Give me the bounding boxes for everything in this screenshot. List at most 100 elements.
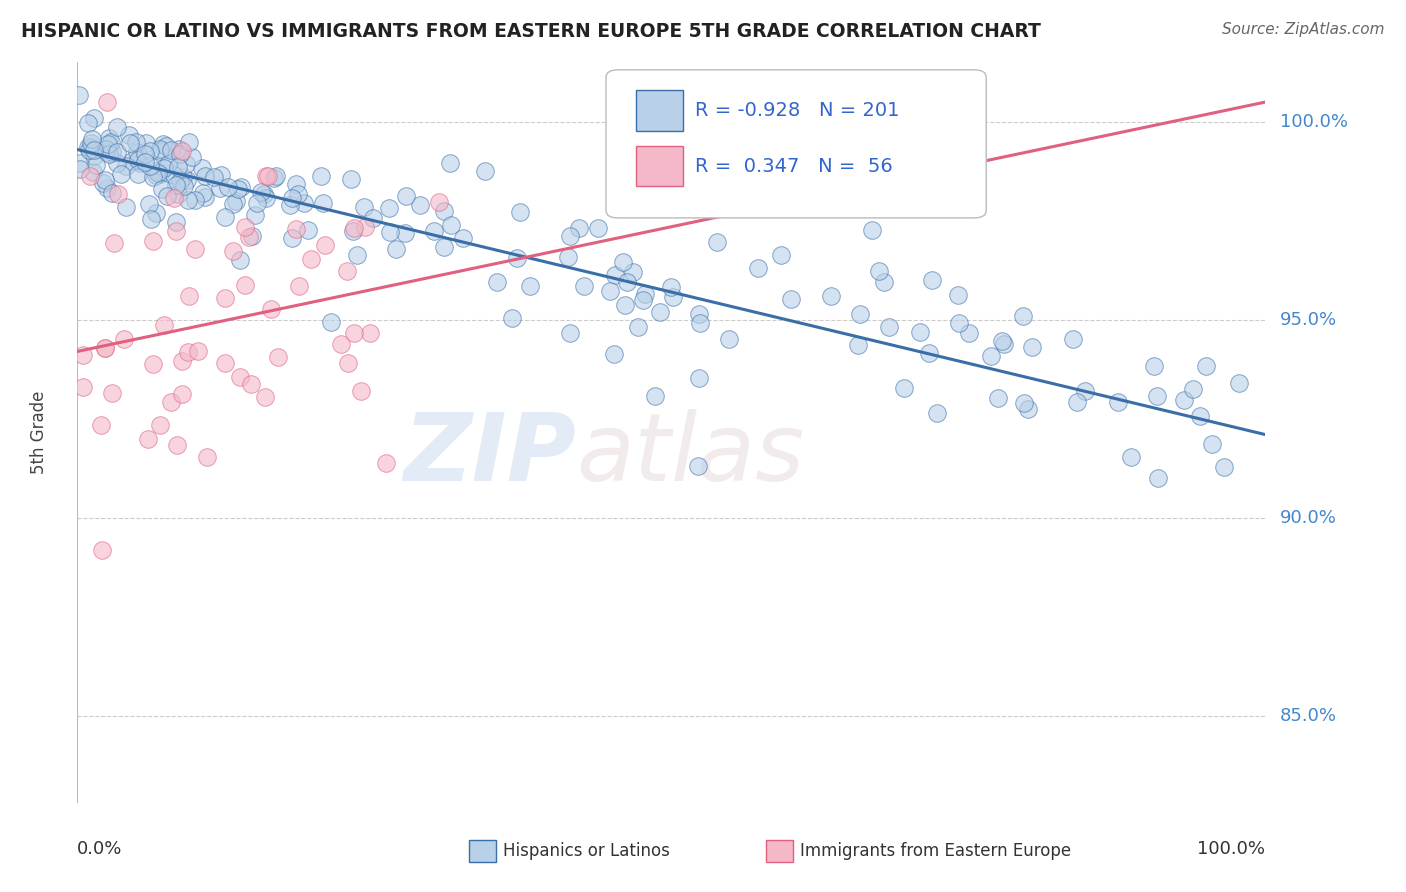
Point <box>167 186 190 201</box>
Point <box>354 220 377 235</box>
Point <box>138 197 160 211</box>
Point <box>169 174 191 188</box>
FancyBboxPatch shape <box>766 840 793 862</box>
Point <box>860 223 883 237</box>
Point <box>292 196 315 211</box>
Point <box>246 196 269 211</box>
Point <box>616 275 638 289</box>
Point <box>150 182 173 196</box>
Point <box>121 154 143 169</box>
Point <box>160 143 183 157</box>
Point <box>451 230 474 244</box>
Point <box>184 242 207 256</box>
Point <box>343 326 366 340</box>
Point <box>336 264 359 278</box>
Point <box>163 191 186 205</box>
Point <box>235 220 257 235</box>
Point <box>72 379 94 393</box>
Point <box>67 88 90 103</box>
Point <box>557 250 579 264</box>
Point <box>90 417 112 432</box>
Point <box>156 188 179 202</box>
Point <box>105 145 128 159</box>
Point <box>76 140 98 154</box>
Point <box>82 132 104 146</box>
Point <box>506 251 529 265</box>
Point <box>948 316 970 330</box>
Point <box>83 111 105 125</box>
Point <box>350 384 373 398</box>
Point <box>118 128 141 142</box>
Point <box>877 320 900 334</box>
Point <box>1182 382 1205 396</box>
Point <box>115 159 138 173</box>
Point <box>214 210 236 224</box>
Point <box>134 146 156 161</box>
Point <box>127 145 149 160</box>
Point <box>253 186 276 201</box>
Point <box>361 211 384 225</box>
Point <box>94 142 117 156</box>
Point <box>155 139 177 153</box>
Point <box>560 229 582 244</box>
Point <box>433 204 456 219</box>
Point <box>631 293 654 308</box>
Point <box>165 224 187 238</box>
Point <box>94 341 117 355</box>
Point <box>142 357 165 371</box>
Point <box>627 319 650 334</box>
Point <box>69 162 91 177</box>
Point <box>105 155 128 169</box>
Point <box>209 169 232 183</box>
Point <box>146 166 169 180</box>
Point <box>299 252 322 267</box>
Point <box>174 157 197 171</box>
Point <box>240 229 263 244</box>
Point <box>1143 359 1166 373</box>
Point <box>156 158 179 172</box>
Point <box>180 150 202 164</box>
Point <box>686 458 709 473</box>
Point <box>287 186 309 201</box>
Point <box>485 275 508 289</box>
Point <box>97 131 120 145</box>
Point <box>946 288 969 302</box>
Point <box>229 252 252 267</box>
Point <box>156 156 179 170</box>
Point <box>605 268 627 282</box>
Point <box>439 155 461 169</box>
Point <box>177 344 200 359</box>
Point <box>1107 394 1129 409</box>
Point <box>519 279 541 293</box>
Point <box>288 279 311 293</box>
Point <box>94 341 117 355</box>
Point <box>688 371 710 385</box>
Point <box>254 169 277 183</box>
Point <box>204 170 226 185</box>
Point <box>378 226 401 240</box>
Point <box>599 284 621 298</box>
Point <box>612 255 634 269</box>
Point <box>166 438 188 452</box>
Point <box>377 201 399 215</box>
Point <box>993 337 1015 351</box>
Point <box>1062 332 1084 346</box>
Point <box>195 450 218 464</box>
Point <box>260 302 283 317</box>
Point <box>1189 409 1212 424</box>
Point <box>217 180 239 194</box>
Point <box>145 169 167 183</box>
Point <box>83 149 105 163</box>
Point <box>501 311 523 326</box>
Point <box>94 142 117 156</box>
Point <box>127 153 149 168</box>
Point <box>1121 450 1143 464</box>
Point <box>280 230 302 244</box>
Point <box>100 136 122 150</box>
Point <box>129 156 152 170</box>
Point <box>1021 340 1043 354</box>
Point <box>925 406 948 420</box>
Point <box>238 230 260 244</box>
Point <box>100 145 122 160</box>
Point <box>112 332 135 346</box>
